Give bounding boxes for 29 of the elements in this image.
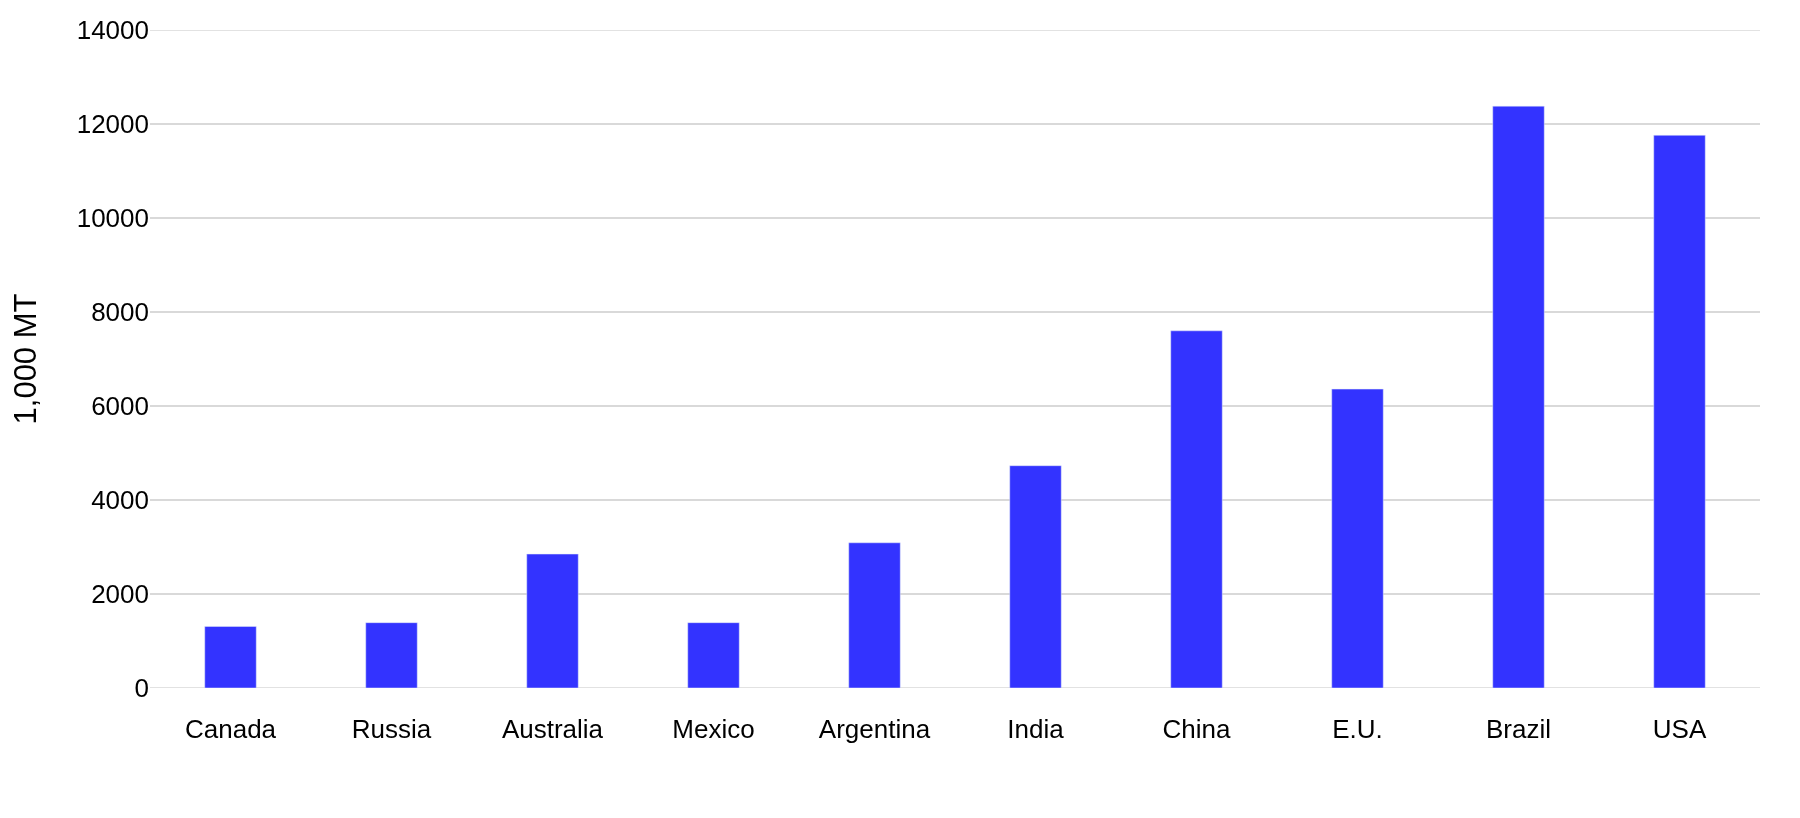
x-tick-label: Canada: [184, 714, 277, 745]
bar: [1653, 135, 1706, 688]
y-axis-title: 1,000 MT: [8, 293, 44, 425]
y-tick-label: 12000: [76, 109, 149, 140]
bar: [526, 553, 579, 688]
x-tick-label: Mexico: [672, 714, 755, 745]
bar: [1009, 465, 1062, 688]
x-tick-label: India: [1007, 714, 1065, 745]
x-tick-label: Russia: [351, 714, 432, 745]
x-tick-label: Australia: [501, 714, 604, 745]
x-tick-label: Brazil: [1485, 714, 1552, 745]
bar: [1492, 105, 1545, 688]
y-tick-label: 2000: [91, 579, 149, 610]
bar: [1331, 388, 1384, 688]
bar: [1170, 330, 1223, 688]
bar: [848, 542, 901, 688]
bar: [687, 622, 740, 688]
x-tick-label: Argentina: [818, 714, 931, 745]
y-tick-label: 6000: [91, 391, 149, 422]
y-tick-label: 10000: [76, 203, 149, 234]
bar: [204, 626, 257, 688]
y-tick-label: 4000: [91, 485, 149, 516]
bar: [365, 622, 418, 688]
x-tick-label: China: [1162, 714, 1231, 745]
y-tick-label: 0: [134, 673, 149, 704]
x-tick-label: E.U.: [1332, 714, 1383, 745]
x-tick-label: USA: [1652, 714, 1707, 745]
y-tick-label: 8000: [91, 297, 149, 328]
y-tick-label: 14000: [76, 15, 149, 46]
